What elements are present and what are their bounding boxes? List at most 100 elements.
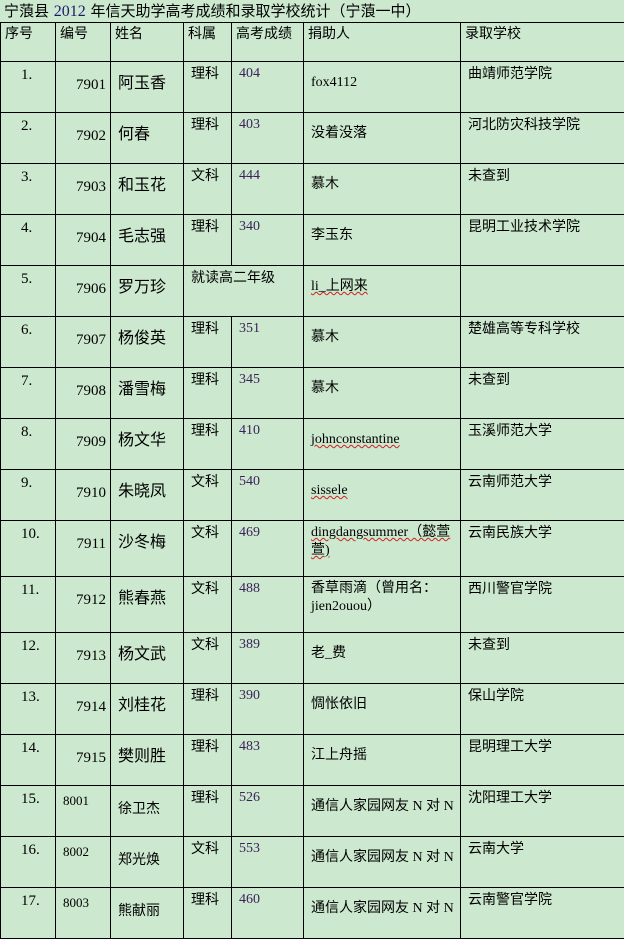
name-cell-text: 和玉花	[118, 175, 166, 194]
seq-cell-text: 16.	[21, 842, 40, 858]
name-cell: 沙冬梅	[111, 521, 184, 577]
subject-cell: 理科	[184, 113, 232, 164]
name-cell: 樊则胜	[111, 735, 184, 786]
seq-cell-text: 2.	[21, 118, 32, 134]
name-cell: 徐卫杰	[111, 786, 184, 837]
score-cell: 345	[232, 368, 304, 419]
header-school: 录取学校	[461, 23, 624, 62]
score-cell-text: 469	[239, 525, 260, 540]
donor-cell-text: 通信人家园网友 N 对 N	[311, 799, 454, 814]
name-cell-text: 徐卫杰	[118, 801, 160, 817]
school-cell: 未查到	[461, 164, 624, 215]
school-cell-text: 西川警官学院	[468, 581, 552, 597]
header-id: 编号	[56, 23, 111, 62]
score-cell: 553	[232, 837, 304, 888]
id-cell-text: 7902	[76, 128, 106, 144]
subject-cell-text: 理科	[191, 423, 219, 439]
donor-cell: 惆怅依旧	[304, 684, 461, 735]
seq-cell: 11.	[1, 577, 56, 633]
donor-cell-text: 慕木	[311, 381, 339, 396]
name-cell-text: 杨文武	[118, 644, 166, 663]
id-cell-text: 8002	[63, 844, 89, 859]
id-cell-text: 7909	[76, 434, 106, 450]
seq-cell-text: 1.	[21, 67, 32, 83]
title-year: 2012	[54, 3, 86, 20]
name-cell: 和玉花	[111, 164, 184, 215]
id-cell: 7904	[56, 215, 111, 266]
name-cell-text: 樊则胜	[118, 746, 166, 765]
donor-cell: 慕木	[304, 317, 461, 368]
id-cell-text: 7901	[76, 77, 106, 93]
seq-cell: 5.	[1, 266, 56, 317]
donor-cell: 江上舟摇	[304, 735, 461, 786]
subject-cell-text: 文科	[191, 581, 219, 597]
donor-cell: dingdangsummer（懿萱萱)	[304, 521, 461, 577]
donor-cell: 没着没落	[304, 113, 461, 164]
seq-cell-text: 14.	[21, 740, 40, 756]
score-cell-text: 410	[239, 423, 260, 438]
donor-cell-text: 慕木	[311, 177, 339, 192]
name-cell-text: 熊春燕	[118, 588, 166, 607]
score-cell-text: 540	[239, 474, 260, 489]
school-cell: 未查到	[461, 368, 624, 419]
seq-cell-text: 6.	[21, 322, 32, 338]
donor-cell: 通信人家园网友 N 对 N	[304, 888, 461, 939]
header-donor: 捐助人	[304, 23, 461, 62]
subject-cell: 理科	[184, 419, 232, 470]
subject-cell-text: 文科	[191, 525, 219, 541]
donor-cell-text: 江上舟摇	[311, 748, 367, 763]
school-cell: 西川警官学院	[461, 577, 624, 633]
subject-cell-text: 就读高二年级	[191, 270, 275, 286]
donor-cell: 慕木	[304, 164, 461, 215]
id-cell: 7902	[56, 113, 111, 164]
id-cell-text: 7913	[76, 648, 106, 664]
subject-cell: 就读高二年级	[184, 266, 304, 317]
id-cell: 8003	[56, 888, 111, 939]
id-cell: 7908	[56, 368, 111, 419]
donor-cell: 老_费	[304, 633, 461, 684]
school-cell: 昆明工业技术学院	[461, 215, 624, 266]
subject-cell: 理科	[184, 735, 232, 786]
id-cell: 7914	[56, 684, 111, 735]
school-cell-text: 云南警官学院	[468, 892, 552, 908]
subject-cell: 理科	[184, 215, 232, 266]
table-header: 序号 编号 姓名 科属 高考成绩 捐助人 录取学校	[1, 23, 624, 62]
seq-cell: 2.	[1, 113, 56, 164]
school-cell: 曲靖师范学院	[461, 62, 624, 113]
score-cell: 540	[232, 470, 304, 521]
subject-cell-text: 文科	[191, 637, 219, 653]
school-cell-text: 曲靖师范学院	[468, 66, 552, 82]
subject-cell: 理科	[184, 684, 232, 735]
id-cell-text: 7906	[76, 281, 106, 297]
id-cell-text: 7915	[76, 750, 106, 766]
name-cell: 杨文华	[111, 419, 184, 470]
id-cell: 8002	[56, 837, 111, 888]
id-cell: 7912	[56, 577, 111, 633]
header-name: 姓名	[111, 23, 184, 62]
name-cell-text: 杨俊英	[118, 328, 166, 347]
name-cell-text: 杨文华	[118, 430, 166, 449]
score-cell-text: 389	[239, 637, 260, 652]
score-cell-text: 488	[239, 581, 260, 596]
seq-cell: 13.	[1, 684, 56, 735]
seq-cell-text: 3.	[21, 169, 32, 185]
name-cell-text: 熊献丽	[118, 903, 160, 919]
subject-cell-text: 理科	[191, 372, 219, 388]
name-cell-text: 罗万珍	[118, 277, 166, 296]
name-cell: 毛志强	[111, 215, 184, 266]
donor-cell-text: sissele	[311, 483, 348, 498]
subject-cell-text: 理科	[191, 219, 219, 235]
name-cell-text: 阿玉香	[118, 73, 166, 92]
document-title: 宁蒗县 2012 年信天助学高考成绩和录取学校统计（宁蒗一中）	[4, 1, 421, 22]
seq-cell: 12.	[1, 633, 56, 684]
donor-cell: 通信人家园网友 N 对 N	[304, 786, 461, 837]
school-cell: 昆明理工大学	[461, 735, 624, 786]
subject-cell-text: 理科	[191, 688, 219, 704]
id-cell-text: 7910	[76, 485, 106, 501]
school-cell-text: 昆明理工大学	[468, 739, 552, 755]
school-cell-text: 楚雄高等专科学校	[468, 321, 580, 337]
